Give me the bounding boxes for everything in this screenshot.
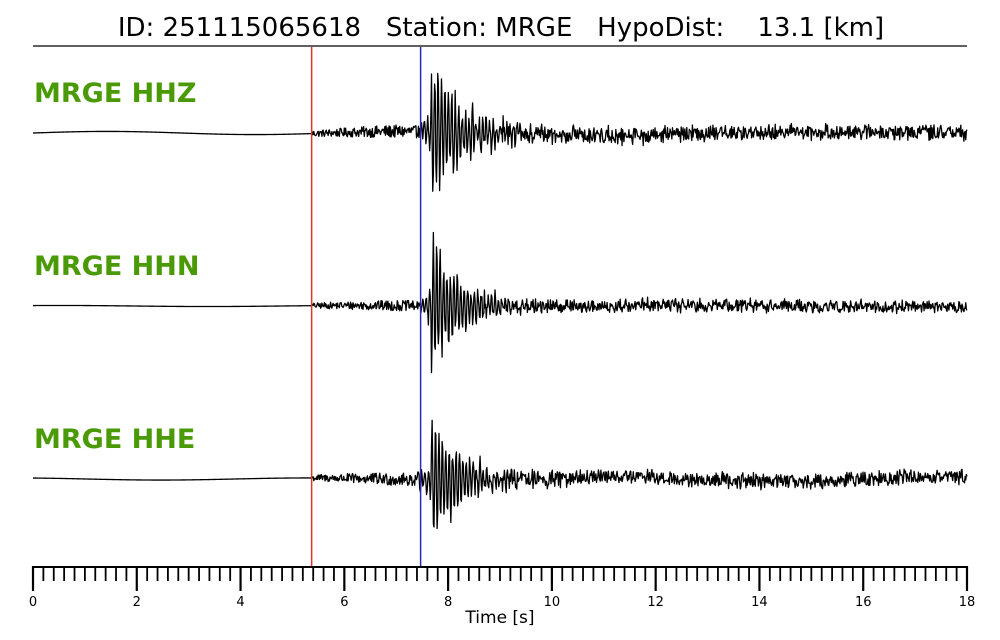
channel-label: MRGE HHE: [34, 424, 195, 455]
waveform-mrge-hhz: [32, 72, 968, 192]
time-axis: 0 2 4 6 8 10 12 14 16 18 Time [s]: [29, 566, 975, 628]
x-axis-ticks: [31, 566, 969, 591]
channel-label: MRGE HHN: [34, 251, 199, 282]
x-axis-label: Time [s]: [464, 608, 534, 628]
chart-title: ID: 251115065618 Station: MRGE HypoDist:…: [118, 13, 884, 43]
x-axis-tick-labels: 0 2 4 6 8 10 12 14 16 18: [29, 595, 975, 610]
phase-pick-lines: [310, 47, 422, 566]
x-tick-label: 6: [340, 595, 348, 610]
channel-label: MRGE HHZ: [34, 78, 196, 109]
x-tick-label: 2: [133, 595, 141, 610]
x-tick-label: 10: [544, 595, 561, 610]
waveform-mrge-hhn: [32, 231, 968, 374]
x-tick-label: 18: [959, 595, 976, 610]
x-tick-label: 14: [751, 595, 768, 610]
x-tick-label: 16: [855, 595, 872, 610]
x-tick-label: 0: [29, 595, 37, 610]
channel-labels: MRGE HHZ MRGE HHN MRGE HHE: [34, 78, 199, 455]
x-tick-label: 8: [444, 595, 452, 610]
waveform-traces: [32, 72, 968, 530]
x-tick-label: 12: [647, 595, 664, 610]
waveform-mrge-hhe: [32, 419, 968, 530]
x-tick-label: 4: [236, 595, 244, 610]
